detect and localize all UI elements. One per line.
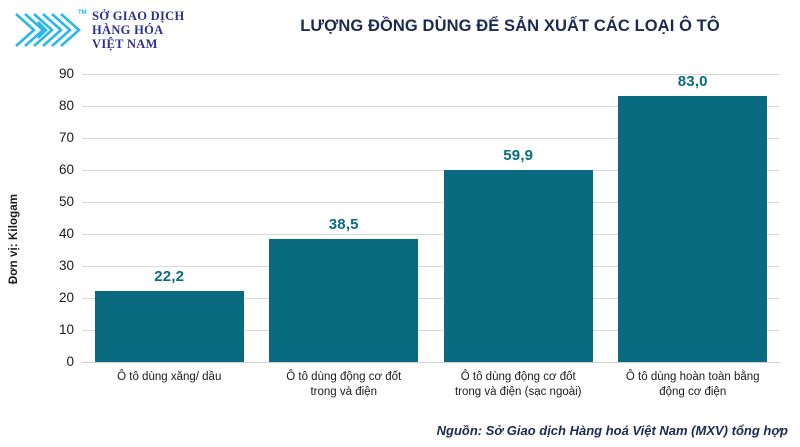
x-axis-category-label: Ô tô dùng động cơ đốt trong và điện (sạc … xyxy=(431,370,605,400)
bar-value-label: 59,9 xyxy=(503,147,534,165)
gridline xyxy=(82,298,780,299)
x-axis-category-line: Ô tô dùng xăng/ dầu xyxy=(117,371,222,383)
page-title: LƯỢNG ĐỒNG DÙNG ĐỂ SẢN XUẤT CÁC LOẠI Ô T… xyxy=(300,17,720,35)
source-note: Nguồn: Sở Giao dịch Hàng hoá Việt Nam (M… xyxy=(436,423,788,438)
x-axis-category-label: Ô tô dùng hoàn toàn bằng động cơ điện xyxy=(606,370,780,400)
gridline xyxy=(82,138,780,139)
y-axis-tick-label: 30 xyxy=(58,258,74,273)
bar xyxy=(618,96,768,362)
y-axis-tick-label: 40 xyxy=(58,226,74,241)
y-axis-tick-label: 0 xyxy=(66,354,74,369)
y-axis-tick-label: 20 xyxy=(58,290,74,305)
gridline xyxy=(82,202,780,203)
gridline xyxy=(82,330,780,331)
bar-value-label: 38,5 xyxy=(328,215,359,233)
x-axis-category-label: Ô tô dùng động cơ đốt trong và điện xyxy=(257,370,431,400)
x-axis-category-line: Ô tô dùng động cơ đốt xyxy=(460,371,576,383)
x-axis-category-line: Ô tô dùng động cơ đốt xyxy=(286,371,402,383)
bar-value-label: 22,2 xyxy=(154,267,185,285)
x-axis-category-line: động cơ điện xyxy=(659,386,727,398)
page-header: TM SỞ GIAO DỊCH HÀNG HÓA VIỆT NAM LƯỢNG … xyxy=(0,0,800,60)
plot-area: 90 80 70 60 50 40 30 20 10 0 22,2 Ô tô dùng xăng/ d… xyxy=(59,66,780,398)
mxv-chevron-logo-icon xyxy=(14,10,84,50)
gridline xyxy=(82,266,780,267)
y-axis-tick-label: 60 xyxy=(58,162,74,177)
x-axis-category-line: trong và điện (sạc ngoài) xyxy=(454,386,582,398)
gridline xyxy=(82,362,780,363)
gridline xyxy=(82,170,780,171)
bar xyxy=(269,238,419,362)
y-axis-tick-label: 90 xyxy=(58,66,74,81)
brand-logo-block: TM SỞ GIAO DỊCH HÀNG HÓA VIỆT NAM xyxy=(8,6,223,56)
gridline xyxy=(82,234,780,235)
gridline xyxy=(82,106,780,107)
y-axis-title: Đơn vị: Kilogam xyxy=(8,193,20,285)
x-axis-category-label: Ô tô dùng xăng/ dầu xyxy=(82,370,256,385)
bar xyxy=(443,170,593,362)
brand-name: SỞ GIAO DỊCH HÀNG HÓA VIỆT NAM xyxy=(92,9,185,52)
trademark-mark: TM xyxy=(78,10,87,16)
y-axis-tick-label: 10 xyxy=(58,322,74,337)
bar-value-label: 83,0 xyxy=(677,73,708,91)
gridline xyxy=(82,74,780,75)
x-axis-category-line: trong và điện xyxy=(310,386,377,398)
y-axis-tick-label: 50 xyxy=(58,194,74,209)
y-axis-tick-label: 80 xyxy=(58,98,74,113)
bar xyxy=(94,290,244,362)
y-axis-tick-label: 70 xyxy=(58,130,74,145)
chart-container: Đơn vị: Kilogam 90 80 70 60 50 40 30 20 10 0 22,2 Ô… xyxy=(0,60,800,412)
x-axis-category-line: Ô tô dùng hoàn toàn bằng xyxy=(625,371,760,383)
